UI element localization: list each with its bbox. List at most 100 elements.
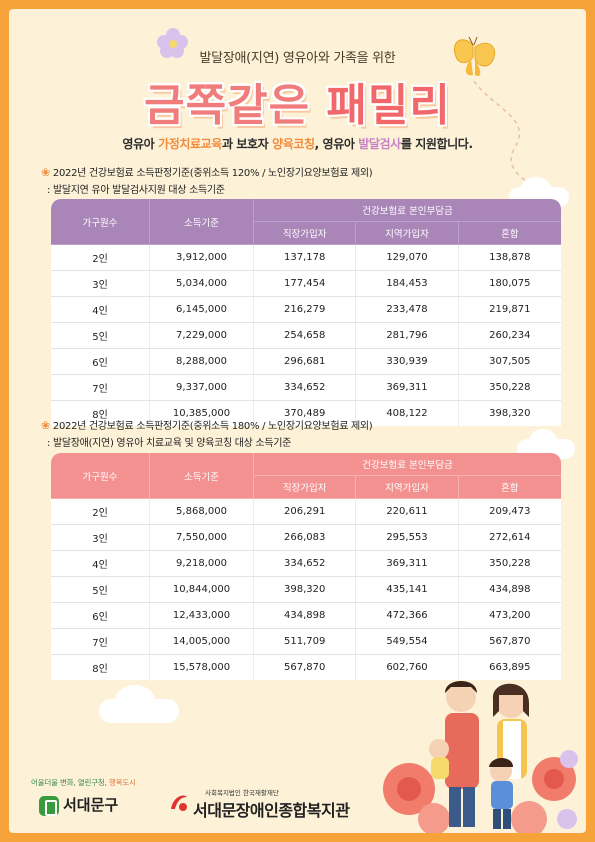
intro-highlight-therapy: 가정치료교육 xyxy=(158,137,222,151)
cell-regional: 129,070 xyxy=(355,244,459,271)
table-row: 3인 5,034,000 177,454 184,453 180,075 xyxy=(51,270,561,297)
flower-bullet-icon: ❀ xyxy=(41,166,50,179)
table-row: 4인 6,145,000 216,279 233,478 219,871 xyxy=(51,296,561,323)
cell-employee: 266,083 xyxy=(253,524,357,551)
cell-employee: 370,489 xyxy=(253,400,357,426)
cell-household: 6인 xyxy=(51,602,151,629)
table-row: 3인 7,550,000 266,083 295,553 272,614 xyxy=(51,524,561,551)
section2-note-1: ❀ 2022년 건강보험료 소득판정기준(중위소득 180% / 노인장기요양보험… xyxy=(41,419,373,432)
cell-mixed: 473,200 xyxy=(458,602,561,629)
poster-inner: 발달장애(지연) 영유아와 가족을 위한 금쪽같은 패밀리 영유아 가정치료교육… xyxy=(9,9,586,833)
table-row: 6인 12,433,000 434,898 472,366 473,200 xyxy=(51,602,561,629)
cell-mixed: 398,320 xyxy=(458,400,561,426)
header-household: 가구원수 xyxy=(51,453,151,499)
cell-employee: 296,681 xyxy=(253,348,357,375)
family-illustration xyxy=(383,681,578,833)
cell-regional: 369,311 xyxy=(355,374,459,401)
poster-subtitle: 발달장애(지연) 영유아와 가족을 위한 xyxy=(199,51,396,66)
cell-household: 2인 xyxy=(51,244,151,271)
cloud-decoration xyxy=(521,177,551,201)
header-mixed: 혼합 xyxy=(458,221,561,245)
header-income: 소득기준 xyxy=(149,453,254,499)
cell-household: 6인 xyxy=(51,348,151,375)
cell-regional: 369,311 xyxy=(355,550,459,577)
title-part-1: 금쪽같은 xyxy=(144,80,327,131)
cell-mixed: 350,228 xyxy=(458,374,561,401)
header-mixed: 혼합 xyxy=(458,475,561,499)
district-slogan: 어울더울 변화, 열린구청, 행복도시 xyxy=(31,778,136,787)
dashed-trail-decoration xyxy=(473,80,535,188)
cell-regional: 281,796 xyxy=(355,322,459,349)
cell-income: 8,288,000 xyxy=(149,348,254,375)
cloud-decoration xyxy=(529,429,557,453)
header-income: 소득기준 xyxy=(149,199,254,245)
cell-income: 10,385,000 xyxy=(149,400,254,426)
income-table-120: 가구원수 소득기준 건강보험료 본인부담금 직장가입자 지역가입자 혼합 2인 3… xyxy=(51,199,561,426)
cell-household: 7인 xyxy=(51,628,151,655)
header-household: 가구원수 xyxy=(51,199,151,245)
cell-income: 5,034,000 xyxy=(149,270,254,297)
intro-t4: 를 지원합니다. xyxy=(400,137,473,151)
cell-employee: 137,178 xyxy=(253,244,357,271)
cell-mixed: 350,228 xyxy=(458,550,561,577)
intro-t1: 영유아 xyxy=(122,137,159,151)
cell-employee: 216,279 xyxy=(253,296,357,323)
cell-regional: 220,611 xyxy=(355,498,459,525)
section2-note-2: : 발달장애(지연) 영유아 치료교육 및 양육코칭 대상 소득기준 xyxy=(47,438,292,449)
cell-regional: 233,478 xyxy=(355,296,459,323)
flower-icon xyxy=(157,28,188,58)
district-logo: 서대문구 xyxy=(39,794,118,816)
intro-text: 영유아 가정치료교육과 보호자 양육코칭, 영유아 발달검사를 지원합니다. xyxy=(9,135,586,152)
cell-household: 8인 xyxy=(51,654,151,680)
district-emblem-icon xyxy=(39,795,59,816)
flower-bullet-icon: ❀ xyxy=(41,419,50,432)
header-regional: 지역가입자 xyxy=(355,221,459,245)
cell-mixed: 434,898 xyxy=(458,576,561,603)
header-group: 건강보험료 본인부담금 xyxy=(253,199,561,222)
table-row: 7인 14,005,000 511,709 549,554 567,870 xyxy=(51,628,561,655)
cell-regional: 602,760 xyxy=(355,654,459,680)
butterfly-icon xyxy=(453,36,496,77)
cell-employee: 334,652 xyxy=(253,374,357,401)
cell-income: 12,433,000 xyxy=(149,602,254,629)
table-row: 8인 10,385,000 370,489 408,122 398,320 xyxy=(51,400,561,426)
intro-t2: 과 보호자 xyxy=(221,137,273,151)
income-table-180: 가구원수 소득기준 건강보험료 본인부담금 직장가입자 지역가입자 혼합 2인 5… xyxy=(51,453,561,680)
table-row: 8인 15,578,000 567,870 602,760 663,895 xyxy=(51,654,561,680)
welfare-center-name: 서대문장애인종합복지관 xyxy=(193,801,350,820)
welfare-center-emblem-icon xyxy=(171,795,187,811)
cell-household: 3인 xyxy=(51,524,151,551)
poster-title: 금쪽같은 패밀리 xyxy=(9,69,586,133)
table-row: 2인 3,912,000 137,178 129,070 138,878 xyxy=(51,244,561,271)
cell-household: 7인 xyxy=(51,374,151,401)
cell-regional: 408,122 xyxy=(355,400,459,426)
cell-regional: 330,939 xyxy=(355,348,459,375)
cell-income: 9,337,000 xyxy=(149,374,254,401)
header-employee: 직장가입자 xyxy=(253,221,357,245)
cell-mixed: 307,505 xyxy=(458,348,561,375)
header-employee: 직장가입자 xyxy=(253,475,357,499)
table-row: 7인 9,337,000 334,652 369,311 350,228 xyxy=(51,374,561,401)
cloud-decoration xyxy=(115,685,155,717)
cell-regional: 295,553 xyxy=(355,524,459,551)
cell-mixed: 663,895 xyxy=(458,654,561,680)
cell-household: 2인 xyxy=(51,498,151,525)
table-row: 2인 5,868,000 206,291 220,611 209,473 xyxy=(51,498,561,525)
cell-mixed: 209,473 xyxy=(458,498,561,525)
section1-note-2: : 발달지연 유아 발달검사지원 대상 소득기준 xyxy=(47,185,225,196)
cell-household: 4인 xyxy=(51,550,151,577)
cell-household: 5인 xyxy=(51,576,151,603)
table-row: 6인 8,288,000 296,681 330,939 307,505 xyxy=(51,348,561,375)
intro-highlight-assessment: 발달검사 xyxy=(358,137,401,151)
cell-mixed: 138,878 xyxy=(458,244,561,271)
cell-household: 4인 xyxy=(51,296,151,323)
section1-note-1: ❀ 2022년 건강보험료 소득판정기준(중위소득 120% / 노인장기요양보험… xyxy=(41,166,373,179)
table-row: 5인 10,844,000 398,320 435,141 434,898 xyxy=(51,576,561,603)
intro-highlight-coaching: 양육코칭 xyxy=(272,137,315,151)
cell-mixed: 567,870 xyxy=(458,628,561,655)
cell-income: 7,550,000 xyxy=(149,524,254,551)
cell-household: 3인 xyxy=(51,270,151,297)
cell-mixed: 272,614 xyxy=(458,524,561,551)
intro-t3: , 영유아 xyxy=(314,137,359,151)
